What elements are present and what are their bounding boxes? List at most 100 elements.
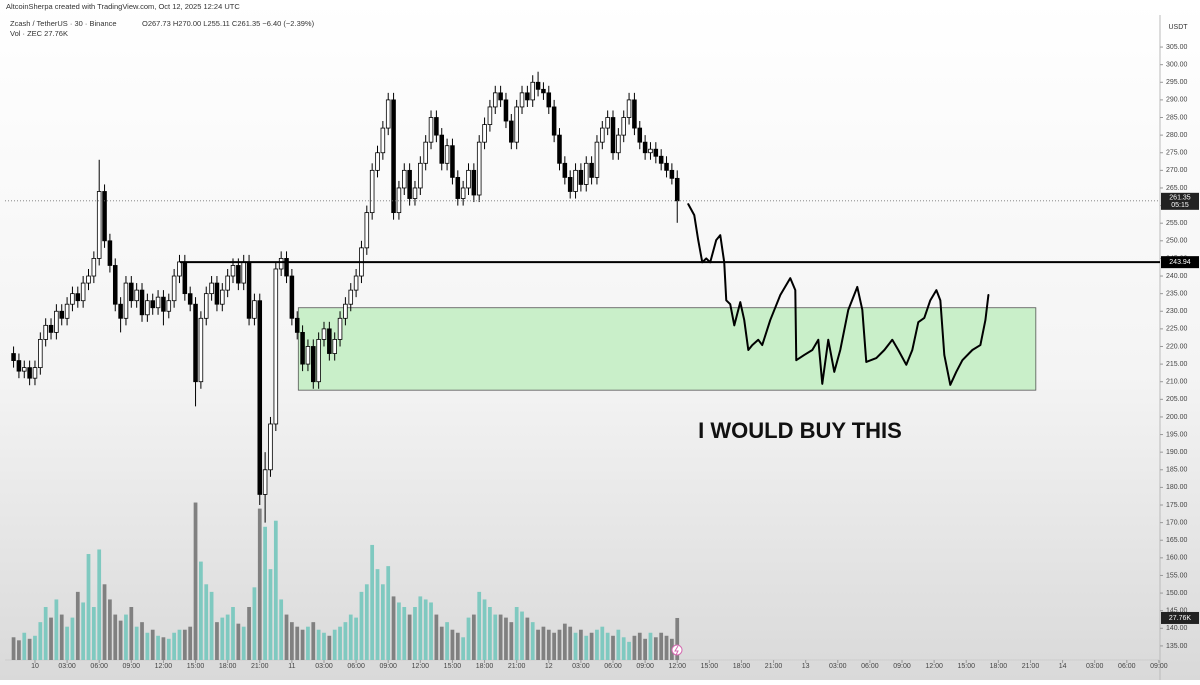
x-tick-label: 06:00 <box>861 663 879 670</box>
candle-body <box>407 169 412 199</box>
volume-bar <box>59 614 64 660</box>
volume-label-box <box>1161 611 1199 624</box>
candle-body <box>348 289 354 305</box>
volume-bar <box>380 584 385 660</box>
candle-body <box>369 169 375 214</box>
volume-bar <box>43 607 48 660</box>
candle-body <box>230 265 236 277</box>
volume-bar <box>150 629 155 660</box>
y-tick-label: 150.00 <box>1166 590 1188 597</box>
volume-bar <box>546 629 551 660</box>
candle-body <box>21 367 27 372</box>
volume-bar <box>466 617 471 660</box>
x-tick-label: 10 <box>31 663 39 670</box>
volume-bar <box>552 632 557 660</box>
volume-bar <box>418 596 423 660</box>
volume-bar <box>541 626 546 660</box>
volume-bar <box>627 641 631 660</box>
candle-body <box>380 127 386 154</box>
volume-bar <box>97 549 102 660</box>
y-tick-label: 165.00 <box>1166 537 1188 544</box>
candle-body <box>364 212 370 249</box>
candle-body <box>220 289 225 305</box>
event-icon[interactable] <box>671 644 683 656</box>
candle-body <box>535 81 541 90</box>
volume-bar <box>450 629 455 660</box>
candle-body <box>439 134 445 164</box>
volume-bar <box>493 614 498 660</box>
candle-body <box>434 117 439 136</box>
candle-body <box>498 92 503 101</box>
volume-bar <box>156 635 160 660</box>
y-tick-label: 175.00 <box>1166 502 1188 509</box>
candle-body <box>70 293 75 305</box>
volume-bar <box>439 626 444 660</box>
x-tick-label: 09:00 <box>893 663 911 670</box>
candle-body <box>107 240 113 266</box>
x-tick-label: 18:00 <box>990 663 1008 670</box>
volume-bar <box>316 629 321 660</box>
y-tick-label: 170.00 <box>1166 519 1188 526</box>
candle-body <box>177 261 182 277</box>
candle-body <box>648 148 653 154</box>
volume-bar <box>199 561 203 660</box>
candle-body <box>123 282 129 319</box>
x-tick-label: 03:00 <box>58 663 76 670</box>
y-tick-label: 160.00 <box>1166 555 1188 562</box>
candle-body <box>669 169 675 179</box>
volume-bar <box>648 632 653 660</box>
volume-bar <box>455 632 460 660</box>
candle-body <box>616 134 621 154</box>
candle-body <box>38 339 43 369</box>
volume-bar <box>11 637 16 660</box>
volume-bar <box>204 584 209 660</box>
volume-bar <box>140 622 144 660</box>
x-tick-label: 06:00 <box>347 663 365 670</box>
volume-bar <box>348 614 353 660</box>
volume-bar <box>182 629 187 660</box>
x-tick-label: 03:00 <box>572 663 590 670</box>
volume-bar <box>247 607 251 660</box>
candle-body <box>129 282 134 302</box>
candle-body <box>241 261 246 284</box>
price-countdown: 05:15 <box>1171 202 1189 209</box>
volume-bar <box>391 596 396 660</box>
volume-bar <box>359 591 364 660</box>
candle-body <box>482 124 487 143</box>
volume-bar <box>86 554 91 660</box>
candle-body <box>155 296 161 309</box>
candle-body <box>476 141 482 196</box>
candle-body <box>605 117 610 129</box>
candle-body <box>418 162 423 189</box>
volume-bar <box>54 599 59 660</box>
candle-body <box>187 293 193 305</box>
candle-body <box>112 265 118 305</box>
candle-body <box>412 187 418 199</box>
candle-body <box>343 303 348 319</box>
candle-body <box>246 261 252 319</box>
x-tick-label: 03:00 <box>315 663 333 670</box>
volume-bar <box>332 629 337 660</box>
x-tick-label: 12:00 <box>668 663 686 670</box>
x-tick-label: 15:00 <box>444 663 462 670</box>
x-tick-label: 06:00 <box>1118 663 1136 670</box>
volume-bar <box>589 632 594 660</box>
candle-body <box>573 169 578 192</box>
volume-bar <box>514 607 519 660</box>
candle-body <box>600 127 605 143</box>
candle-body <box>311 346 316 383</box>
candle-body <box>653 148 659 157</box>
volume-bar <box>295 626 300 660</box>
symbol: Zcash / TetherUS · 30 · Binance <box>10 19 117 28</box>
y-tick-label: 225.00 <box>1166 326 1188 333</box>
candle-body <box>391 99 396 214</box>
y-tick-label: 185.00 <box>1166 467 1188 474</box>
volume-bar <box>193 502 198 660</box>
level-label: 243.94 <box>1169 259 1191 266</box>
volume-bar <box>445 622 449 660</box>
candle-body <box>509 120 514 143</box>
volume-bar <box>488 607 492 660</box>
volume-bar <box>600 626 605 660</box>
